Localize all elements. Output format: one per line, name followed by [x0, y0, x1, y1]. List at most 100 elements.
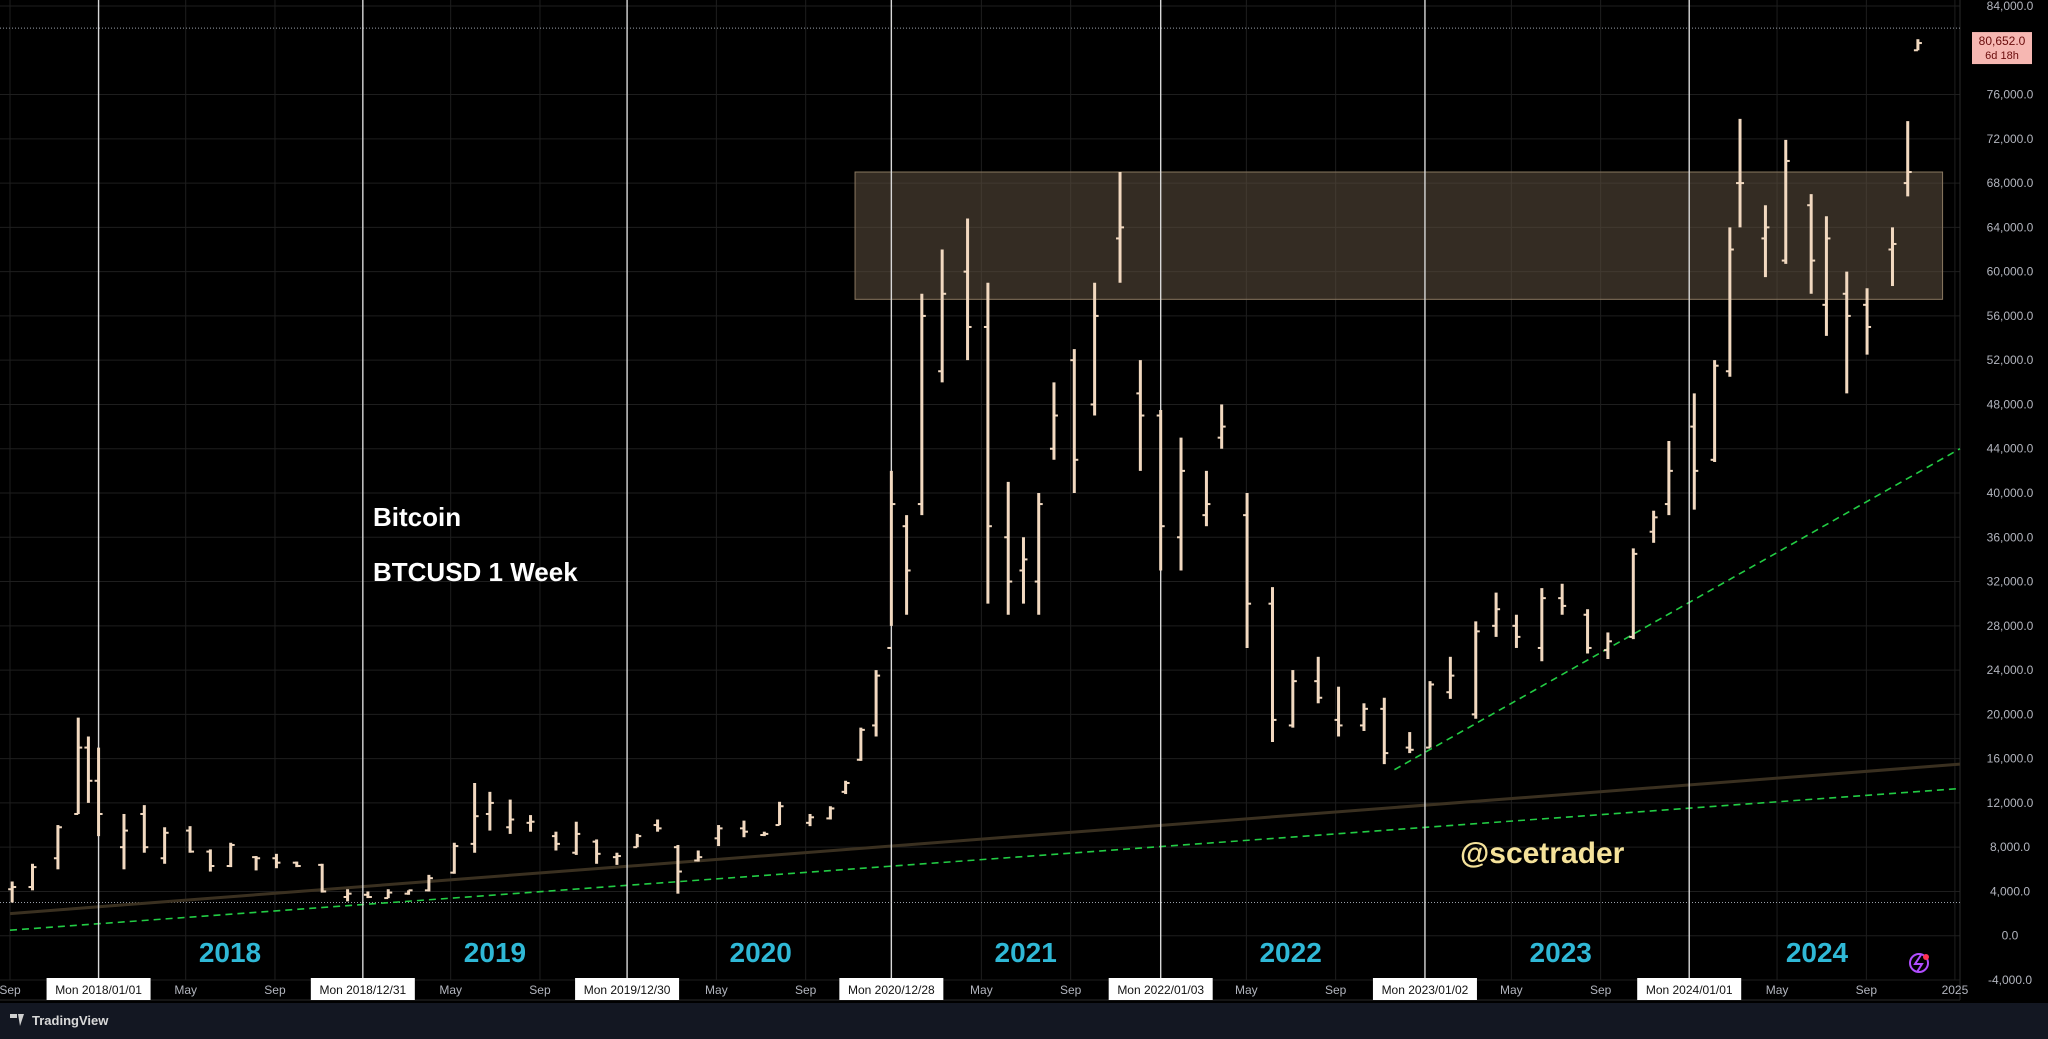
- x-tick-label: 2025: [1942, 983, 1969, 997]
- trendline-layer: [9, 448, 1961, 931]
- ohlc-bar: [1690, 393, 1699, 510]
- ohlc-bars-layer: [8, 39, 1922, 903]
- ohlc-bar: [506, 799, 515, 834]
- ohlc-bar: [673, 844, 682, 894]
- ohlc-bar: [592, 839, 601, 864]
- ohlc-bar: [963, 218, 972, 361]
- ohlc-bar: [1807, 194, 1816, 294]
- y-tick-label: 20,000.0: [1987, 707, 2034, 721]
- x-tick-label: Sep: [1060, 983, 1082, 997]
- x-tick-label: May: [1235, 983, 1258, 997]
- last-price-tag: [1972, 32, 2032, 65]
- ohlc-bar: [1070, 349, 1079, 493]
- ohlc-bar: [384, 889, 393, 900]
- year-label: 2021: [995, 937, 1057, 968]
- year-marker-label: Mon 2024/01/01: [1646, 983, 1733, 997]
- ohlc-bar: [1537, 588, 1546, 662]
- x-tick-label: May: [970, 983, 993, 997]
- ohlc-bar: [1049, 382, 1058, 460]
- y-tick-label: 0.0: [2002, 929, 2019, 943]
- trendline-moving-average: [9, 762, 1961, 916]
- y-tick-label: -4,000.0: [1988, 973, 2032, 987]
- ohlc-bar: [343, 889, 352, 902]
- y-tick-label: 64,000.0: [1987, 220, 2034, 234]
- x-tick-label: Sep: [795, 983, 817, 997]
- ohlc-bar: [1558, 583, 1567, 615]
- year-marker-label: Mon 2022/01/03: [1117, 983, 1204, 997]
- ohlc-bar: [1471, 621, 1480, 719]
- label-layer: -4,000.0 0.0 4,000.0 8,000.0 12,000.0 16,000.…: [0, 0, 2034, 997]
- year-label: 2022: [1259, 937, 1321, 968]
- ohlc-bar: [404, 889, 413, 895]
- ohlc-bar: [424, 874, 433, 892]
- ohlc-bar: [28, 863, 37, 891]
- ohlc-bar: [272, 853, 281, 869]
- ohlc-bar: [612, 852, 621, 865]
- ohlc-bar: [1405, 732, 1414, 754]
- y-tick-label: 72,000.0: [1987, 132, 2034, 146]
- ohlc-bar: [1034, 493, 1043, 615]
- ohlc-bar: [872, 670, 881, 737]
- ohlc-bar: [856, 727, 865, 761]
- x-tick-label: Sep: [1856, 983, 1878, 997]
- ohlc-bar: [252, 856, 261, 871]
- y-tick-label: 44,000.0: [1987, 442, 2034, 456]
- last-price-countdown: 6d 18h: [1985, 50, 2019, 62]
- ohlc-bar: [292, 861, 301, 868]
- ohlc-bar: [1512, 614, 1521, 648]
- ohlc-bar: [1426, 681, 1435, 749]
- ohlc-bar: [1202, 470, 1211, 527]
- ohlc-bar: [450, 842, 459, 874]
- y-tick-label: 52,000.0: [1987, 353, 2034, 367]
- ohlc-bar: [84, 736, 93, 803]
- resistance-zone: [854, 171, 1944, 300]
- tradingview-icon-mark: [18, 1014, 24, 1026]
- year-label: 2020: [730, 937, 792, 968]
- chart-subtitle: BTCUSD 1 Week: [373, 557, 578, 587]
- ohlc-bar: [53, 825, 62, 870]
- ohlc-bar: [1217, 404, 1226, 449]
- year-marker-label-bg: [46, 978, 151, 1000]
- ohlc-bar: [1903, 121, 1912, 197]
- x-tick-label: May: [1766, 983, 1789, 997]
- ohlc-bar: [94, 747, 103, 837]
- tradingview-icon: [10, 1014, 17, 1018]
- ohlc-bar: [938, 249, 947, 383]
- ohlc-bar: [653, 819, 662, 832]
- y-tick-label: 28,000.0: [1987, 619, 2034, 633]
- x-tick-label: Sep: [1325, 983, 1347, 997]
- year-marker-label-bg: [575, 978, 680, 1000]
- y-tick-label: 32,000.0: [1987, 575, 2034, 589]
- year-marker-label: Mon 2020/12/28: [848, 983, 935, 997]
- ohlc-bar: [1710, 360, 1719, 463]
- lightning-icon[interactable]: [1909, 953, 1929, 973]
- y-tick-label: 4,000.0: [1990, 884, 2030, 898]
- ohlc-bar: [1629, 548, 1638, 640]
- year-marker-label: Mon 2018/01/01: [55, 983, 142, 997]
- ohlc-bar: [1334, 686, 1343, 737]
- y-tick-label: 84,000.0: [1987, 0, 2034, 13]
- ohlc-bar: [1649, 510, 1658, 543]
- y-tick-label: 16,000.0: [1987, 752, 2034, 766]
- ohlc-bar: [1822, 216, 1831, 336]
- ohlc-bar: [739, 820, 748, 838]
- y-tick-label: 60,000.0: [1987, 265, 2034, 279]
- ohlc-bar: [1177, 437, 1186, 571]
- y-tick-label: 48,000.0: [1987, 397, 2034, 411]
- year-marker-label: Mon 2019/12/30: [584, 983, 671, 997]
- ohlc-bar: [160, 827, 169, 864]
- ohlc-bar: [1380, 697, 1389, 765]
- x-tick-label: Sep: [1590, 983, 1612, 997]
- ohlc-bar: [1913, 39, 1922, 52]
- x-tick-label: May: [439, 983, 462, 997]
- x-tick-label: Sep: [0, 983, 21, 997]
- trendline-cycle-support: [1394, 448, 1961, 771]
- year-marker-label: Mon 2023/01/02: [1382, 983, 1469, 997]
- year-label: 2019: [464, 937, 526, 968]
- year-marker-label-bg: [1108, 978, 1213, 1000]
- resistance-zone-layer: [854, 171, 1944, 300]
- tradingview-logo[interactable]: TradingView: [10, 1013, 109, 1028]
- ohlc-bar: [775, 801, 784, 827]
